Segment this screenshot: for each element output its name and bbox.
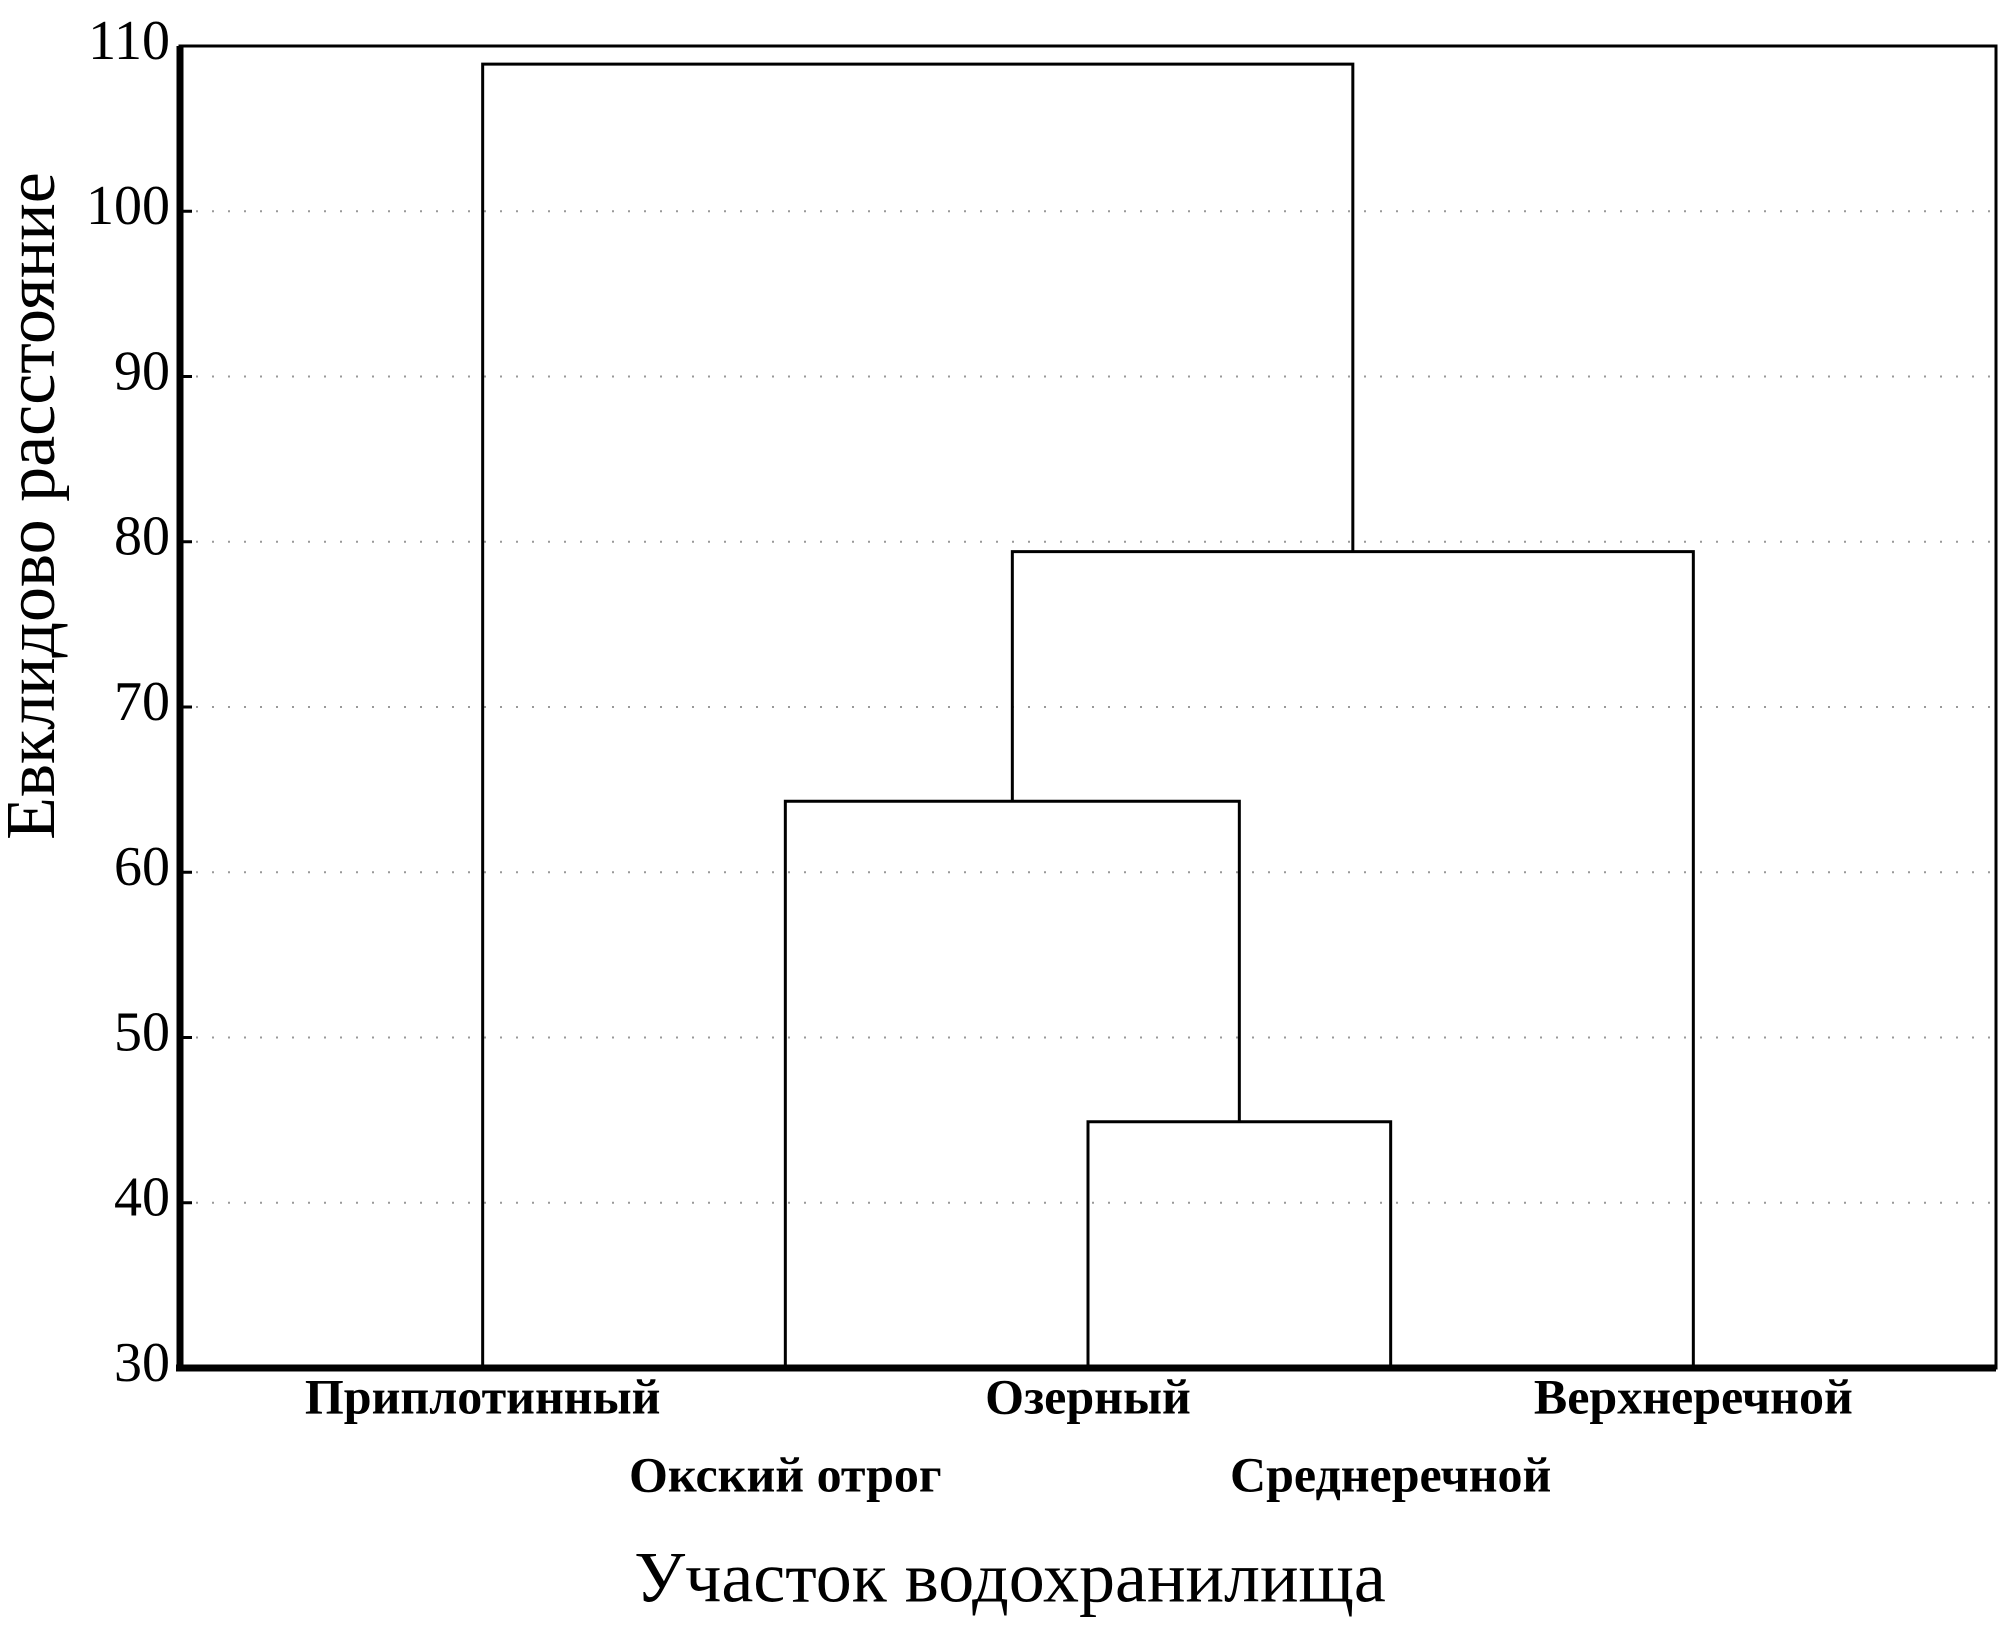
x-tick-label: Окский отрог (629, 1446, 942, 1502)
y-tick-label: 80 (114, 506, 170, 568)
y-tick-label: 90 (114, 340, 170, 402)
y-tick-label: 110 (88, 10, 170, 72)
y-tick-label: 60 (114, 836, 170, 898)
x-tick-label: Приплотинный (305, 1368, 661, 1424)
dendrogram-link (481, 62, 1355, 1368)
y-axis-title: Евклидово расстояние (0, 172, 70, 840)
x-tick-label: Верхнеречной (1534, 1368, 1853, 1424)
dendrogram-link (1086, 1120, 1393, 1368)
y-tick-label: 40 (114, 1167, 170, 1229)
y-tick-label: 30 (114, 1332, 170, 1394)
x-tick-label: Среднеречной (1230, 1446, 1551, 1502)
dendrogram-link (783, 799, 1241, 1368)
y-tick-label: 70 (114, 671, 170, 733)
x-axis-title: Участок водохранилища (634, 1538, 1386, 1618)
y-tick-label: 100 (86, 175, 170, 237)
x-tick-label: Озерный (985, 1368, 1191, 1424)
y-tick-label: 50 (114, 1001, 170, 1063)
